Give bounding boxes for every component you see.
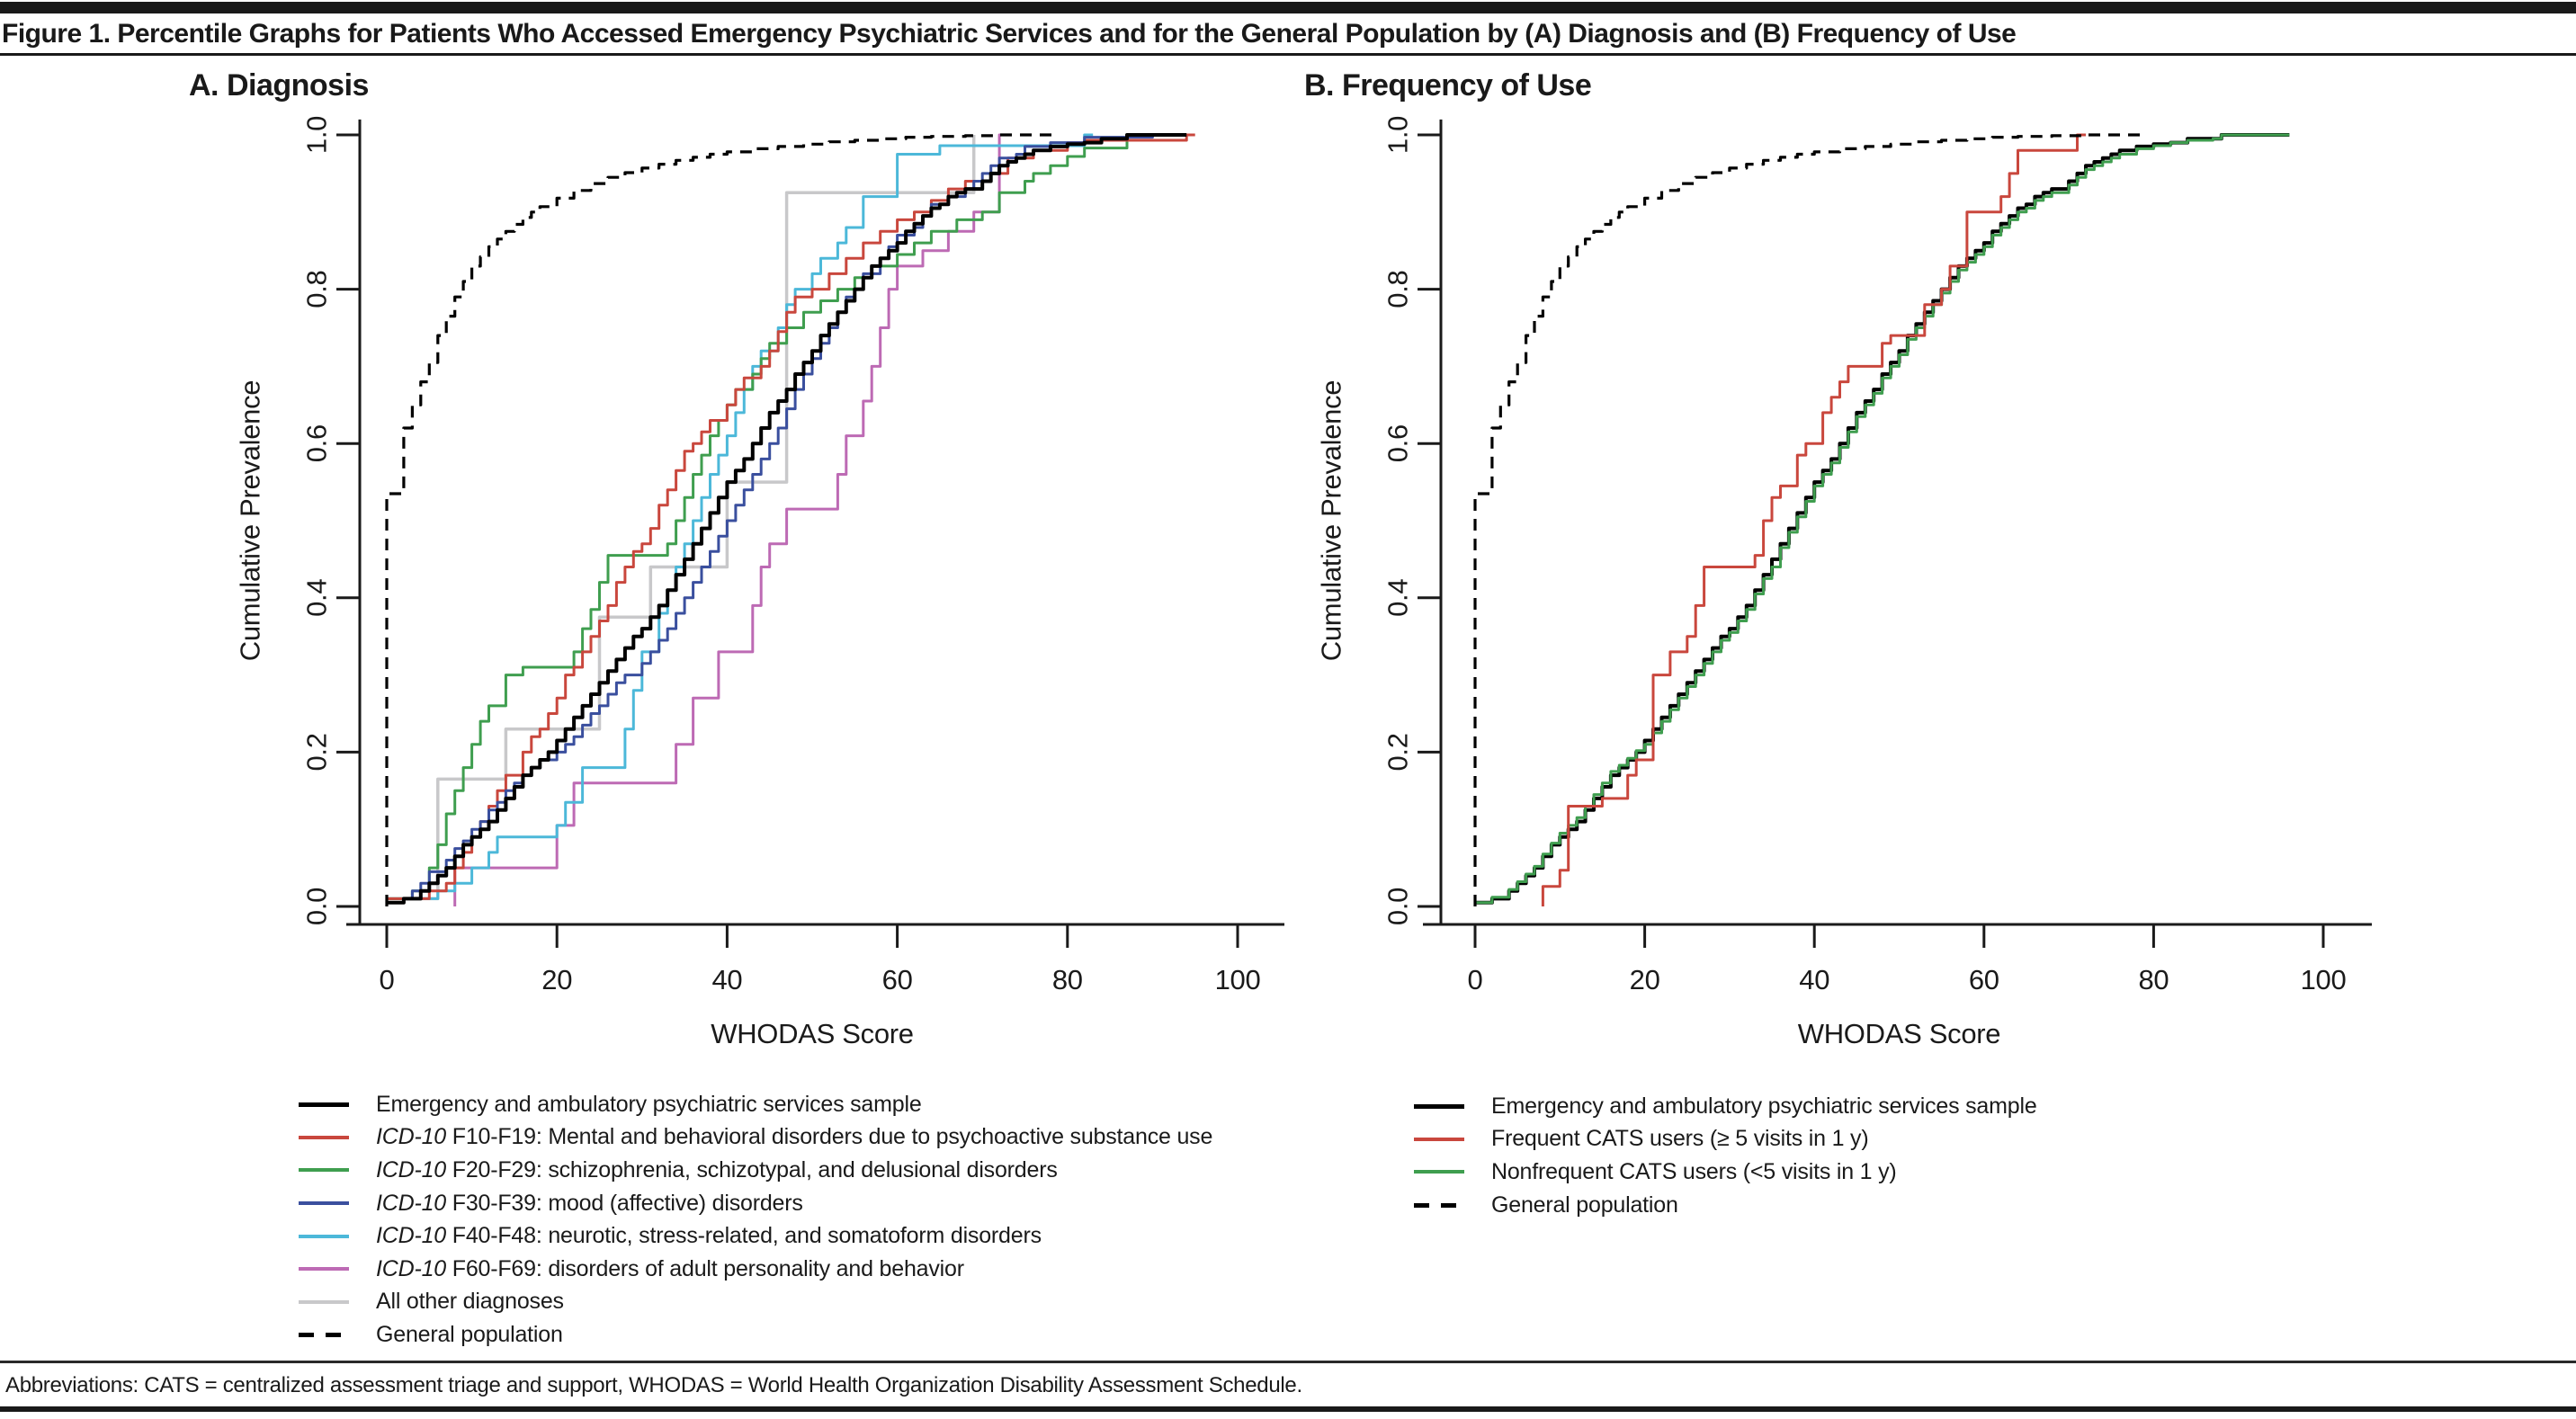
x-tick-label: 60 [1969,964,1999,995]
legend-item-sample: Emergency and ambulatory psychiatric ser… [1414,1090,2037,1123]
y-tick-label: 1.0 [301,116,333,154]
panel-b-chart: 0 20 40 60 80 100 0.0 0.2 0.4 0.6 0.8 1.0 WHODAS Sco… [1316,116,2372,1049]
series-psychiatric-sample [1475,133,2290,905]
series-icd-f30-f39 [387,133,1161,905]
series-icd-f60-f69 [453,133,1008,906]
series-frequent-cats-users [1541,133,2086,906]
legend-label: ICD-10 F40-F48: neurotic, stress-related… [376,1223,1042,1249]
legend-swatch-nonfrequent-users [1414,1170,1464,1174]
y-tick-label: 0.6 [301,424,333,462]
x-tick-label: 40 [711,964,742,995]
legend-swatch-f60-f69 [299,1267,349,1272]
x-tick-label: 80 [1052,964,1083,995]
legend-label: General population [1491,1191,1678,1218]
x-tick-label: 100 [2301,964,2347,995]
x-tick-label: 60 [882,964,913,995]
panel-b-legend: Emergency and ambulatory psychiatric ser… [1414,1090,2037,1221]
y-tick-label: 0.2 [301,733,333,771]
legend-swatch-sample [1414,1103,1464,1109]
legend-item-all-other: All other diagnoses [299,1286,1212,1319]
legend-label: ICD-10 F10-F19: Mental and behavioral di… [376,1124,1213,1150]
legend-item-general-population: General population [1414,1189,2037,1222]
footer-bottom-divider [0,1406,2576,1412]
x-axis-label: WHODAS Score [1798,1018,2001,1049]
legend-item-f40-f48: ICD-10 F40-F48: neurotic, stress-related… [299,1219,1212,1253]
legend-item-sample: Emergency and ambulatory psychiatric ser… [299,1088,1212,1121]
legend-item-f30-f39: ICD-10 F30-F39: mood (affective) disorde… [299,1187,1212,1220]
legend-item-general-population: General population [299,1318,1212,1352]
series-icd-f10-f19 [387,133,1195,900]
y-axis-label: Cumulative Prevalence [1316,380,1347,661]
y-tick-label: 0.0 [1382,888,1414,925]
legend-item-f10-f19: ICD-10 F10-F19: Mental and behavioral di… [299,1121,1212,1155]
title-divider [0,53,2576,56]
series-nonfrequent-cats-users [1475,133,2290,905]
legend-label: General population [376,1321,563,1347]
legend-swatch-general-population [1414,1202,1464,1208]
legend-item-f20-f29: ICD-10 F20-F29: schizophrenia, schizotyp… [299,1154,1212,1187]
y-tick-label: 0.0 [301,888,333,925]
figure-top-bar [0,2,2576,13]
legend-item-f60-f69: ICD-10 F60-F69: disorders of adult perso… [299,1253,1212,1286]
x-tick-label: 80 [2138,964,2169,995]
panel-a-chart: 0 20 40 60 80 100 0.0 0.2 0.4 0.6 0.8 1.0 WHODAS Sco… [235,116,1284,1049]
panel-b-title: B. Frequency of Use [1304,68,1592,103]
series-general-population [385,133,1060,906]
legend-label: All other diagnoses [376,1289,564,1315]
x-tick-label: 0 [380,964,395,995]
legend-label: Emergency and ambulatory psychiatric ser… [1491,1093,2037,1119]
figure-title: Figure 1. Percentile Graphs for Patients… [2,19,2017,49]
series-icd-f40-f48 [387,133,1094,900]
y-tick-label: 0.2 [1382,733,1414,771]
panel-a-legend: Emergency and ambulatory psychiatric ser… [299,1088,1212,1352]
legend-label: Emergency and ambulatory psychiatric ser… [376,1091,922,1117]
legend-item-frequent-users: Frequent CATS users (≥ 5 visits in 1 y) [1414,1123,2037,1156]
legend-swatch-f30-f39 [299,1201,349,1206]
y-tick-label: 0.8 [301,270,333,308]
x-tick-label: 20 [541,964,572,995]
legend-swatch-frequent-users [1414,1137,1464,1141]
legend-swatch-f10-f19 [299,1135,349,1139]
legend-swatch-general-population [299,1332,349,1337]
x-tick-label: 40 [1799,964,1829,995]
legend-item-nonfrequent-users: Nonfrequent CATS users (<5 visits in 1 y… [1414,1156,2037,1189]
legend-swatch-sample [299,1102,349,1107]
panel-a-title: A. Diagnosis [189,68,369,103]
x-tick-label: 100 [1215,964,1261,995]
legend-swatch-f20-f29 [299,1168,349,1173]
legend-label: ICD-10 F20-F29: schizophrenia, schizotyp… [376,1156,1058,1182]
y-tick-label: 0.6 [1382,424,1414,462]
series-icd-f20-f29 [387,133,1136,900]
abbreviations-note: Abbreviations: CATS = centralized assess… [5,1373,1302,1397]
y-tick-label: 1.0 [1382,116,1414,154]
y-axis-label: Cumulative Prevalence [235,380,266,661]
x-tick-label: 20 [1630,964,1660,995]
legend-label: Nonfrequent CATS users (<5 visits in 1 y… [1491,1158,1897,1184]
y-tick-label: 0.8 [1382,270,1414,308]
legend-label: Frequent CATS users (≥ 5 visits in 1 y) [1491,1126,1869,1152]
legend-label: ICD-10 F60-F69: disorders of adult perso… [376,1255,964,1281]
y-tick-label: 0.4 [301,579,333,617]
y-tick-label: 0.4 [1382,579,1414,617]
legend-swatch-all-other [299,1299,349,1304]
legend-label: ICD-10 F30-F39: mood (affective) disorde… [376,1190,803,1216]
footer-top-divider [0,1361,2576,1363]
x-tick-label: 0 [1468,964,1483,995]
x-axis-label: WHODAS Score [711,1018,914,1049]
series-general-population [1473,133,2145,906]
series-psychiatric-sample [387,133,1187,905]
series-all-other-diagnoses [387,135,976,901]
legend-swatch-f40-f48 [299,1234,349,1238]
